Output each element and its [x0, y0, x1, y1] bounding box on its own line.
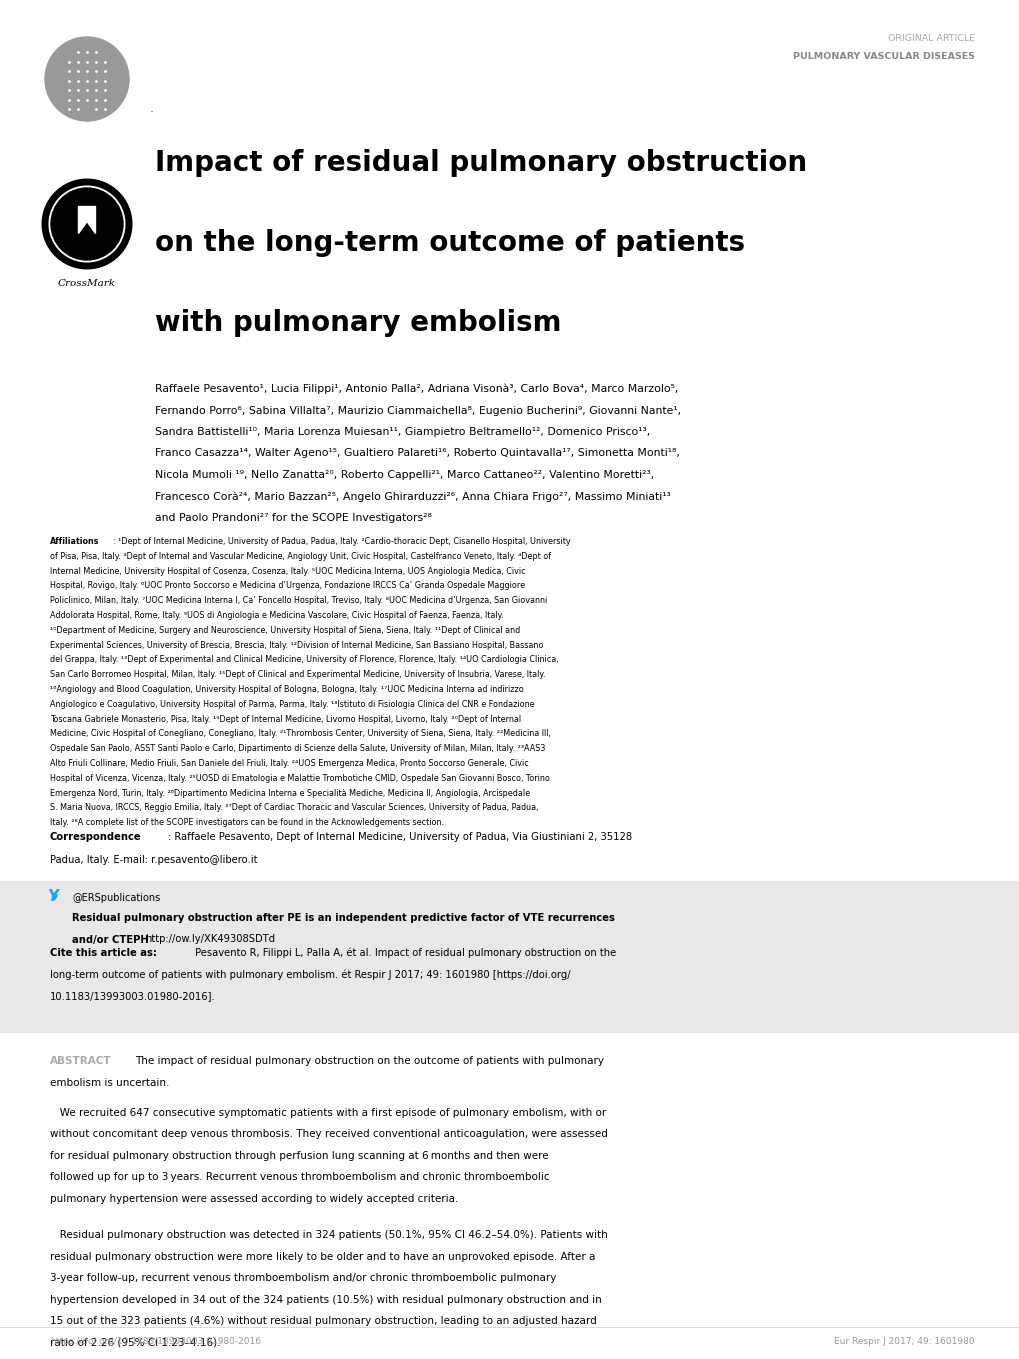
Text: and Paolo Prandoni²⁷ for the SCOPE Investigators²⁸: and Paolo Prandoni²⁷ for the SCOPE Inves… — [155, 512, 431, 523]
Text: .: . — [150, 102, 154, 116]
Text: Alto Friuli Collinare, Medio Friuli, San Daniele del Friuli, Italy. ²⁴UOS Emerge: Alto Friuli Collinare, Medio Friuli, San… — [50, 758, 528, 768]
Text: Angiologico e Coagulativo, University Hospital of Parma, Parma, Italy. ¹⁸Istitut: Angiologico e Coagulativo, University Ho… — [50, 700, 534, 709]
Text: embolism is uncertain.: embolism is uncertain. — [50, 1078, 169, 1087]
Text: Pesavento R, Filippi L, Palla A, ét al. Impact of residual pulmonary obstruction: Pesavento R, Filippi L, Palla A, ét al. … — [192, 949, 615, 958]
Text: Residual pulmonary obstruction was detected in 324 patients (50.1%, 95% CI 46.2–: Residual pulmonary obstruction was detec… — [50, 1230, 607, 1241]
Text: Impact of residual pulmonary obstruction: Impact of residual pulmonary obstruction — [155, 149, 806, 177]
Text: on the long-term outcome of patients: on the long-term outcome of patients — [155, 230, 745, 257]
Circle shape — [45, 37, 128, 121]
Text: long-term outcome of patients with pulmonary embolism. ét Respir J 2017; 49: 160: long-term outcome of patients with pulmo… — [50, 969, 570, 980]
Text: followed up for up to 3 years. Recurrent venous thromboembolism and chronic thro: followed up for up to 3 years. Recurrent… — [50, 1171, 549, 1182]
Text: Experimental Sciences, University of Brescia, Brescia, Italy. ¹²Division of Inte: Experimental Sciences, University of Bre… — [50, 640, 543, 650]
Text: of Pisa, Pisa, Italy. ³Dept of Internal and Vascular Medicine, Angiology Unit, C: of Pisa, Pisa, Italy. ³Dept of Internal … — [50, 552, 550, 561]
Text: 15 out of the 323 patients (4.6%) without residual pulmonary obstruction, leadin: 15 out of the 323 patients (4.6%) withou… — [50, 1316, 596, 1326]
Text: Nicola Mumoli ¹⁹, Nello Zanatta²⁰, Roberto Cappelli²¹, Marco Cattaneo²², Valenti: Nicola Mumoli ¹⁹, Nello Zanatta²⁰, Rober… — [155, 470, 653, 480]
Text: @ERSpublications: @ERSpublications — [72, 893, 160, 902]
Polygon shape — [78, 207, 96, 234]
Text: 10.1183/13993003.01980-2016].: 10.1183/13993003.01980-2016]. — [50, 991, 216, 1002]
Text: Correspondence: Correspondence — [50, 832, 142, 843]
Text: ¹⁶Angiology and Blood Coagulation, University Hospital of Bologna, Bologna, Ital: ¹⁶Angiology and Blood Coagulation, Unive… — [50, 685, 523, 694]
Text: del Grappa, Italy. ¹³Dept of Experimental and Clinical Medicine, University of F: del Grappa, Italy. ¹³Dept of Experimenta… — [50, 655, 558, 665]
Text: CrossMark: CrossMark — [58, 279, 116, 288]
Text: Internal Medicine, University Hospital of Cosenza, Cosenza, Italy. ⁵UOC Medicina: Internal Medicine, University Hospital o… — [50, 567, 525, 576]
Text: Toscana Gabriele Monasterio, Pisa, Italy. ¹⁹Dept of Internal Medicine, Livorno H: Toscana Gabriele Monasterio, Pisa, Italy… — [50, 715, 521, 723]
Text: : Raffaele Pesavento, Dept of Internal Medicine, University of Padua, Via Giusti: : Raffaele Pesavento, Dept of Internal M… — [168, 832, 632, 843]
Text: https://doi.org/10.1183/13993003.01980-2016: https://doi.org/10.1183/13993003.01980-2… — [50, 1337, 261, 1345]
Text: hypertension developed in 34 out of the 324 patients (10.5%) with residual pulmo: hypertension developed in 34 out of the … — [50, 1295, 601, 1305]
Circle shape — [51, 188, 123, 260]
Text: Italy. ²⁸A complete list of the SCOPE investigators can be found in the Acknowle: Italy. ²⁸A complete list of the SCOPE in… — [50, 818, 443, 828]
Text: ratio of 2.26 (95% CI 1.23–4.16).: ratio of 2.26 (95% CI 1.23–4.16). — [50, 1337, 220, 1348]
Text: Emergenza Nord, Turin, Italy. ²⁶Dipartimento Medicina Interna e Specialità Medic: Emergenza Nord, Turin, Italy. ²⁶Dipartim… — [50, 788, 530, 798]
FancyBboxPatch shape — [0, 881, 1019, 1033]
Text: http://ow.ly/XK49308SDTd: http://ow.ly/XK49308SDTd — [145, 935, 275, 945]
Text: ¹⁰Department of Medicine, Surgery and Neuroscience, University Hospital of Siena: ¹⁰Department of Medicine, Surgery and Ne… — [50, 625, 520, 635]
Text: for residual pulmonary obstruction through perfusion lung scanning at 6 months a: for residual pulmonary obstruction throu… — [50, 1151, 548, 1161]
Text: Sandra Battistelli¹⁰, Maria Lorenza Muiesan¹¹, Giampietro Beltramello¹², Domenic: Sandra Battistelli¹⁰, Maria Lorenza Muie… — [155, 427, 650, 438]
Text: Cite this article as:: Cite this article as: — [50, 949, 157, 958]
Text: ORIGINAL ARTICLE: ORIGINAL ARTICLE — [887, 34, 974, 43]
Text: Residual pulmonary obstruction after PE is an independent predictive factor of V: Residual pulmonary obstruction after PE … — [72, 913, 614, 923]
Text: 3-year follow-up, recurrent venous thromboembolism and/or chronic thromboembolic: 3-year follow-up, recurrent venous throm… — [50, 1273, 555, 1283]
Text: Eur Respir J 2017; 49: 1601980: Eur Respir J 2017; 49: 1601980 — [834, 1337, 974, 1345]
Text: PULMONARY VASCULAR DISEASES: PULMONARY VASCULAR DISEASES — [792, 52, 974, 61]
Text: ’: ’ — [52, 893, 59, 912]
Text: Y: Y — [47, 889, 58, 904]
Text: Ospedale San Paolo, ASST Santi Paolo e Carlo, Dipartimento di Scienze della Salu: Ospedale San Paolo, ASST Santi Paolo e C… — [50, 745, 545, 753]
Text: Hospital, Rovigo, Italy. ⁶UOC Pronto Soccorso e Medicina d’Urgenza, Fondazione I: Hospital, Rovigo, Italy. ⁶UOC Pronto Soc… — [50, 582, 525, 590]
Text: Hospital of Vicenza, Vicenza, Italy. ²⁵UOSD di Ematologia e Malattie Trombotiche: Hospital of Vicenza, Vicenza, Italy. ²⁵U… — [50, 773, 549, 783]
Text: Fernando Porro⁶, Sabina Villalta⁷, Maurizio Ciammaichella⁸, Eugenio Bucherini⁹, : Fernando Porro⁶, Sabina Villalta⁷, Mauri… — [155, 405, 681, 416]
Text: Franco Casazza¹⁴, Walter Ageno¹⁵, Gualtiero Palareti¹⁶, Roberto Quintavalla¹⁷, S: Franco Casazza¹⁴, Walter Ageno¹⁵, Gualti… — [155, 448, 680, 458]
Text: Affiliations: Affiliations — [50, 537, 100, 546]
Text: : ¹Dept of Internal Medicine, University of Padua, Padua, Italy. ²Cardio-thoraci: : ¹Dept of Internal Medicine, University… — [113, 537, 570, 546]
Text: and/or CTEPH: and/or CTEPH — [72, 935, 152, 945]
Text: Medicine, Civic Hospital of Conegliano, Conegliano, Italy. ²¹Thrombosis Center, : Medicine, Civic Hospital of Conegliano, … — [50, 730, 550, 738]
Text: without concomitant deep venous thrombosis. They received conventional anticoagu: without concomitant deep venous thrombos… — [50, 1129, 607, 1139]
Text: ABSTRACT: ABSTRACT — [50, 1056, 111, 1065]
Text: S. Maria Nuova, IRCCS, Reggio Emilia, Italy. ²⁷Dept of Cardiac Thoracic and Vasc: S. Maria Nuova, IRCCS, Reggio Emilia, It… — [50, 803, 538, 813]
Text: Policlinico, Milan, Italy. ⁷UOC Medicina Interna I, Ca’ Foncello Hospital, Trevi: Policlinico, Milan, Italy. ⁷UOC Medicina… — [50, 597, 547, 605]
Text: residual pulmonary obstruction were more likely to be older and to have an unpro: residual pulmonary obstruction were more… — [50, 1252, 595, 1261]
Text: The impact of residual pulmonary obstruction on the outcome of patients with pul: The impact of residual pulmonary obstruc… — [135, 1056, 603, 1065]
Text: San Carlo Borromeo Hospital, Milan, Italy. ¹⁵Dept of Clinical and Experimental M: San Carlo Borromeo Hospital, Milan, Ital… — [50, 670, 545, 680]
Text: Padua, Italy. E-mail: r.pesavento@libero.it: Padua, Italy. E-mail: r.pesavento@libero… — [50, 855, 257, 864]
Text: pulmonary hypertension were assessed according to widely accepted criteria.: pulmonary hypertension were assessed acc… — [50, 1193, 458, 1204]
Text: with pulmonary embolism: with pulmonary embolism — [155, 308, 560, 337]
Text: We recruited 647 consecutive symptomatic patients with a first episode of pulmon: We recruited 647 consecutive symptomatic… — [50, 1108, 605, 1117]
Text: Addolorata Hospital, Rome, Italy. ⁹UOS di Angiologia e Medicina Vascolare, Civic: Addolorata Hospital, Rome, Italy. ⁹UOS d… — [50, 612, 503, 620]
Text: Raffaele Pesavento¹, Lucia Filippi¹, Antonio Palla², Adriana Visonà³, Carlo Bova: Raffaele Pesavento¹, Lucia Filippi¹, Ant… — [155, 385, 678, 394]
Text: Francesco Corà²⁴, Mario Bazzan²⁵, Angelo Ghirarduzzi²⁶, Anna Chiara Frigo²⁷, Mas: Francesco Corà²⁴, Mario Bazzan²⁵, Angelo… — [155, 492, 671, 501]
